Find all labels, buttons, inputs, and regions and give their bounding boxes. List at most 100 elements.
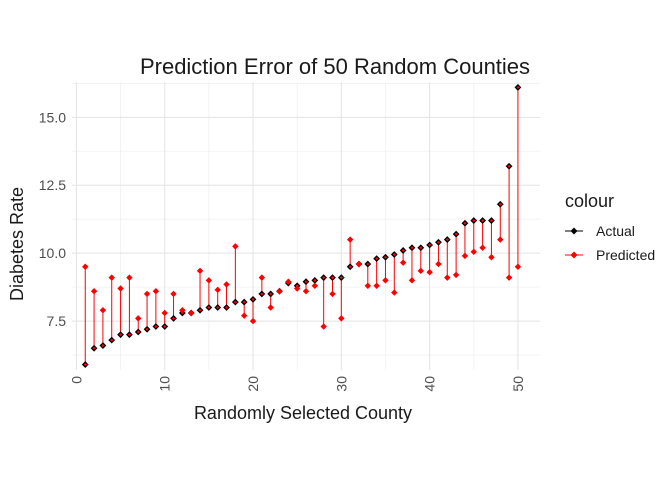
legend-item-predicted: Predicted: [565, 247, 655, 263]
point-predicted: [364, 282, 372, 289]
point-actual-inner: [498, 202, 502, 206]
legend-title: colour: [565, 191, 614, 211]
x-axis-ticks: 0 10 20 30 40 50: [68, 376, 526, 392]
y-tick-label: 7.5: [47, 313, 67, 329]
x-tick-label: 10: [157, 376, 173, 392]
point-actual-inner: [118, 333, 123, 337]
point-predicted: [408, 277, 416, 284]
point-actual-inner: [445, 237, 449, 242]
point-actual-inner: [330, 276, 335, 280]
point-actual-inner: [304, 280, 308, 284]
point-actual-inner: [110, 338, 114, 342]
x-tick-label: 50: [510, 376, 526, 392]
point-predicted: [373, 282, 380, 289]
x-tick-label: 30: [333, 376, 349, 392]
point-predicted: [355, 260, 363, 268]
error-segments: [84, 87, 519, 365]
point-predicted: [152, 288, 160, 295]
point-predicted: [90, 288, 98, 295]
legend-label-actual: Actual: [596, 223, 635, 239]
point-actual-inner: [216, 305, 220, 310]
point-predicted: [249, 317, 257, 325]
point-actual-inner: [260, 292, 264, 296]
point-actual-inner: [127, 333, 131, 337]
point-predicted: [497, 236, 504, 243]
y-axis-title: Diabetes Rate: [7, 187, 27, 301]
point-actual-inner: [322, 276, 326, 280]
point-predicted: [214, 286, 221, 294]
point-actual-inner: [410, 246, 414, 250]
point-predicted: [188, 309, 195, 317]
point-actual-inner: [242, 300, 246, 304]
point-predicted: [143, 290, 151, 298]
point-actual-inner: [507, 164, 511, 168]
point-predicted: [488, 254, 495, 261]
point-predicted: [196, 267, 204, 275]
point-actual-inner: [419, 246, 423, 250]
point-predicted: [276, 288, 283, 295]
point-predicted: [435, 260, 442, 268]
y-tick-label: 15.0: [39, 109, 66, 125]
point-actual-inner: [516, 85, 520, 90]
point-actual-inner: [92, 346, 96, 350]
point-predicted: [82, 263, 89, 270]
point-actual-inner: [101, 343, 105, 348]
point-predicted: [338, 315, 345, 322]
point-predicted: [267, 304, 274, 311]
point-predicted: [293, 285, 301, 292]
point-predicted: [240, 312, 248, 319]
point-actual-inner: [375, 257, 379, 261]
point-actual-inner: [436, 240, 441, 244]
point-predicted: [346, 236, 354, 243]
x-axis-title: Randomly Selected County: [194, 403, 412, 423]
point-actual-inner: [366, 262, 370, 266]
point-actual-inner: [171, 316, 176, 320]
point-predicted: [302, 288, 310, 295]
point-predicted: [223, 281, 230, 288]
point-actual-inner: [251, 297, 255, 301]
point-predicted: [382, 277, 389, 284]
point-actual-inner: [224, 305, 229, 310]
legend-item-actual: Actual: [565, 223, 635, 239]
point-actual-inner: [472, 218, 476, 223]
point-actual-inner: [489, 218, 494, 223]
point-predicted: [417, 267, 424, 275]
point-predicted: [329, 290, 336, 298]
x-tick-label: 40: [422, 376, 438, 392]
point-predicted: [258, 274, 266, 281]
point-predicted: [170, 290, 177, 298]
point-predicted: [426, 268, 433, 276]
legend-label-predicted: Predicted: [596, 247, 655, 263]
point-actual-inner: [83, 362, 87, 367]
chart-title: Prediction Error of 50 Random Counties: [140, 54, 530, 79]
y-tick-label: 12.5: [39, 177, 66, 193]
point-actual-inner: [392, 252, 396, 257]
point-predicted: [514, 263, 522, 270]
point-actual-inner: [383, 255, 388, 259]
point-predicted: [391, 289, 398, 296]
point-actual-inner: [463, 221, 467, 225]
point-actual-inner: [401, 248, 405, 253]
y-axis-ticks: 7.5 10.0 12.5 15.0: [39, 109, 66, 329]
point-predicted: [232, 243, 239, 250]
point-actual-inner: [454, 232, 458, 236]
point-actual-inner: [481, 218, 485, 223]
point-predicted: [135, 315, 142, 322]
point-predicted: [126, 274, 133, 281]
point-predicted: [179, 307, 186, 314]
point-actual-inner: [339, 276, 343, 280]
point-actual-inner: [348, 265, 352, 269]
point-predicted: [479, 244, 486, 251]
point-predicted: [470, 248, 477, 256]
point-actual-inner: [145, 327, 149, 331]
point-predicted: [108, 274, 115, 281]
data-points: [81, 84, 522, 368]
point-predicted: [505, 274, 513, 281]
point-predicted: [444, 274, 451, 281]
point-actual-inner: [163, 324, 167, 329]
x-tick-label: 20: [245, 376, 261, 392]
point-predicted: [452, 271, 460, 279]
point-predicted: [285, 278, 292, 285]
y-tick-label: 10.0: [39, 245, 66, 261]
point-actual-inner: [207, 305, 211, 310]
